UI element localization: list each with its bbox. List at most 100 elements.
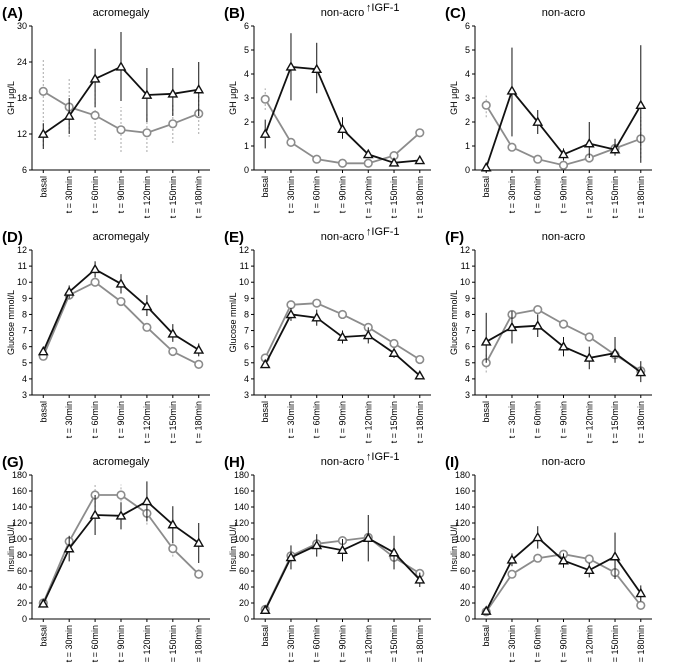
data-point	[558, 341, 569, 351]
data-point	[194, 359, 204, 369]
y-tick-label: 180	[234, 470, 249, 480]
data-point	[609, 143, 621, 154]
data-point	[583, 137, 595, 148]
data-point	[37, 598, 49, 608]
y-tick-label: 140	[455, 502, 470, 512]
data-point	[311, 63, 323, 74]
data-point	[285, 551, 297, 562]
y-tick-label: 12	[17, 129, 27, 139]
x-tick-label: t = 120min	[363, 625, 373, 663]
data-point	[636, 600, 646, 611]
data-point	[142, 322, 152, 332]
y-tick-label: 5	[465, 45, 470, 55]
x-tick-label: t = 150min	[168, 401, 178, 443]
data-point	[167, 328, 179, 338]
data-point	[558, 160, 569, 170]
x-tick-label: t = 180min	[194, 625, 204, 663]
data-point	[533, 154, 543, 164]
x-tick-label: t = 30min	[64, 176, 74, 213]
x-tick-label: t = 120min	[584, 401, 594, 443]
data-point	[558, 554, 569, 565]
y-tick-label: 180	[12, 470, 27, 480]
panel-title-superscript: ↑IGF-1	[366, 226, 400, 238]
data-point	[193, 83, 205, 94]
x-tick-label: t = 150min	[389, 176, 399, 218]
x-tick-label: t = 30min	[64, 625, 74, 662]
x-tick-label: t = 60min	[312, 625, 322, 662]
x-tick-label: basal	[260, 176, 270, 198]
y-tick-label: 3	[244, 93, 249, 103]
y-tick-label: 12	[460, 245, 470, 255]
x-tick-label: t = 90min	[559, 625, 569, 662]
data-point	[38, 86, 48, 96]
series-triangle-black	[480, 526, 647, 615]
data-point	[414, 574, 426, 584]
x-tick-label: basal	[38, 176, 48, 198]
panel-h: (H) non-acro ↑IGF-1 Insulin mU/L 0 20 40 60 80 10…	[224, 451, 431, 663]
x-tick-label: t = 150min	[389, 401, 399, 443]
x-tick-label: t = 120min	[584, 176, 594, 218]
y-tick-label: 12	[239, 245, 249, 255]
x-tick-label: t = 30min	[286, 625, 296, 662]
data-point	[141, 89, 153, 99]
data-point	[388, 347, 400, 357]
y-axis-label: Insulin mU/L	[6, 522, 16, 572]
data-point	[532, 531, 544, 542]
y-tick-label: 10	[239, 277, 249, 287]
data-point	[286, 137, 296, 147]
series-triangle-black	[37, 481, 205, 608]
panel-title-superscript: ↑IGF-1	[366, 451, 400, 463]
data-point	[506, 321, 518, 332]
y-tick-label: 7	[465, 326, 470, 336]
y-tick-label: 11	[240, 261, 249, 271]
data-point	[167, 88, 179, 98]
y-axis-label: Glucose mmol/L	[6, 290, 16, 355]
panel-title: non-acro	[321, 7, 364, 19]
x-tick-label: basal	[38, 401, 48, 423]
data-point	[609, 550, 621, 561]
y-tick-label: 0	[244, 165, 249, 175]
x-tick-label: t = 180min	[415, 176, 425, 218]
series-triangle-black	[259, 515, 426, 615]
data-point	[609, 347, 621, 357]
panel-title: non-acro	[542, 231, 585, 243]
data-point	[389, 338, 399, 349]
data-point	[635, 587, 647, 598]
y-tick-label: 100	[12, 534, 27, 544]
y-tick-label: 60	[239, 566, 249, 576]
y-tick-label: 140	[234, 502, 249, 512]
data-point	[312, 154, 322, 164]
y-tick-label: 6	[22, 165, 27, 175]
panel-letter: (H)	[224, 454, 245, 471]
y-axis-label: Insulin mU/L	[228, 522, 238, 572]
data-point	[90, 110, 100, 120]
y-tick-label: 7	[244, 326, 249, 336]
x-tick-label: t = 60min	[533, 401, 543, 438]
data-point	[362, 532, 374, 543]
data-point	[362, 329, 374, 340]
y-tick-label: 6	[22, 342, 27, 352]
y-tick-label: 20	[17, 598, 27, 608]
data-point	[415, 354, 425, 365]
data-point	[414, 154, 426, 165]
panel-title: non-acro	[542, 456, 585, 468]
data-point	[63, 110, 75, 120]
data-point	[506, 85, 518, 95]
x-tick-label: t = 60min	[533, 625, 543, 662]
y-tick-label: 6	[244, 21, 249, 31]
data-point	[168, 346, 178, 357]
data-point	[584, 332, 594, 342]
data-point	[90, 277, 100, 287]
x-tick-label: t = 120min	[142, 176, 152, 218]
panel-title: acromegaly	[93, 231, 150, 243]
y-tick-label: 6	[465, 21, 470, 31]
data-point	[337, 331, 348, 341]
x-tick-label: t = 90min	[559, 401, 569, 438]
data-point	[337, 158, 348, 168]
y-tick-label: 160	[234, 486, 249, 496]
y-tick-label: 120	[12, 518, 27, 528]
y-tick-label: 40	[239, 582, 249, 592]
x-tick-label: t = 60min	[312, 176, 322, 213]
panel-title: acromegaly	[93, 7, 150, 19]
data-point	[63, 286, 75, 296]
